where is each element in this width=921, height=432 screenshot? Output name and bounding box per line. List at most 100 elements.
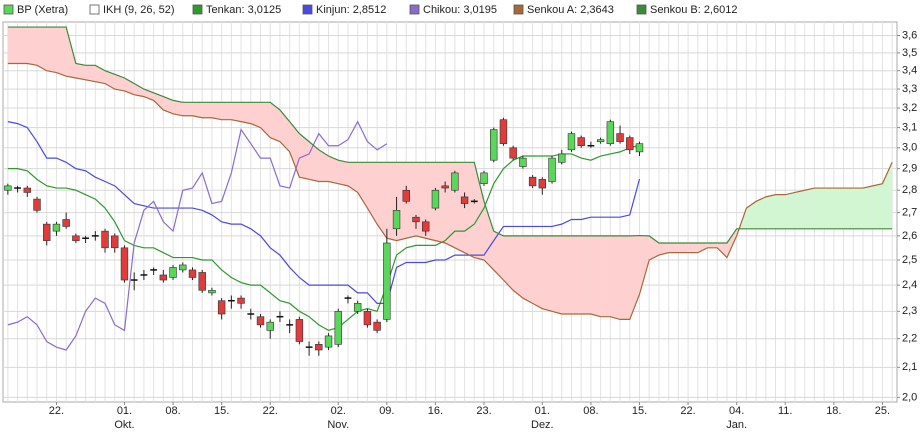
indicator-line bbox=[7, 26, 893, 244]
candle-body bbox=[383, 242, 391, 320]
candle-body bbox=[62, 219, 70, 227]
indicator-line bbox=[7, 144, 640, 332]
cloud-fill bbox=[328, 156, 339, 184]
cloud-fill bbox=[658, 243, 669, 256]
candle-body bbox=[120, 247, 129, 281]
cloud-fill bbox=[309, 141, 319, 182]
candle-body bbox=[509, 147, 517, 159]
candle-body bbox=[169, 267, 177, 278]
cloud-fill bbox=[289, 121, 300, 178]
cloud-fill bbox=[581, 235, 591, 315]
y-tick-label: 2,8 bbox=[902, 184, 917, 196]
cloud-fill bbox=[134, 83, 144, 97]
x-tick-label: 16. bbox=[428, 405, 443, 417]
y-tick-label: 3,6 bbox=[902, 29, 917, 41]
cloud-fill bbox=[56, 27, 67, 77]
legend-label: Kinjun: 2,8512 bbox=[316, 4, 386, 16]
cloud-fill bbox=[872, 183, 883, 229]
cloud-fill bbox=[600, 235, 611, 317]
candle-body bbox=[198, 272, 206, 291]
cloud-fill bbox=[639, 235, 650, 295]
legend-label: Tenkan: 3,0125 bbox=[206, 4, 281, 16]
legend-swatch bbox=[3, 4, 14, 15]
cloud-fill bbox=[192, 102, 203, 118]
x-tick-label: 01. bbox=[117, 405, 132, 417]
cloud-fill bbox=[464, 162, 475, 258]
cloud-fill bbox=[775, 194, 786, 229]
cloud-fill bbox=[804, 188, 815, 229]
y-tick-label: 2,3 bbox=[902, 305, 917, 317]
candle-body bbox=[72, 235, 80, 241]
cloud-fill bbox=[474, 162, 485, 261]
cloud-fill bbox=[668, 243, 679, 253]
cloud-fill bbox=[318, 149, 329, 182]
cloud-fill bbox=[377, 162, 387, 239]
cloud-fill bbox=[561, 235, 572, 315]
cloud-fill bbox=[27, 27, 38, 66]
cloud-fill bbox=[765, 194, 776, 229]
y-tick-label: 2,0 bbox=[902, 391, 917, 403]
candle-body bbox=[567, 133, 576, 151]
x-tick-label: 25. bbox=[875, 405, 890, 417]
cloud-fill bbox=[241, 102, 251, 124]
cloud-fill bbox=[746, 201, 757, 229]
candle-body bbox=[626, 137, 634, 151]
candle-body bbox=[23, 187, 31, 193]
y-tick-label: 3,3 bbox=[902, 83, 917, 95]
cloud-fill bbox=[435, 162, 446, 244]
cloud-fill bbox=[270, 102, 280, 142]
candle-body bbox=[548, 157, 556, 182]
cloud-fill bbox=[260, 102, 271, 138]
cloud-fill bbox=[688, 243, 698, 253]
candle-body bbox=[159, 274, 168, 281]
x-tick-label: 09. bbox=[379, 405, 394, 417]
cloud-fill bbox=[250, 102, 261, 128]
x-tick-label: 04. bbox=[729, 405, 744, 417]
cloud-fill bbox=[85, 65, 96, 82]
cloud-fill bbox=[571, 235, 582, 315]
legend-label: IKH (9, 26, 52) bbox=[103, 4, 175, 16]
candle-body bbox=[111, 235, 119, 249]
x-tick-label: 08. bbox=[165, 405, 180, 417]
cloud-fill bbox=[338, 160, 348, 186]
candle-body bbox=[528, 176, 537, 187]
cloud-fill bbox=[114, 74, 125, 91]
y-tick-label: 2,9 bbox=[902, 163, 917, 175]
x-tick-label: 18. bbox=[826, 405, 841, 417]
x-tick-label: 08. bbox=[583, 405, 598, 417]
cloud-fill bbox=[794, 190, 805, 229]
cloud-fill bbox=[824, 188, 834, 229]
y-tick-label: 3,4 bbox=[902, 65, 917, 77]
candle-body bbox=[538, 179, 547, 189]
cloud-fill bbox=[231, 102, 242, 122]
cloud-fill bbox=[853, 188, 863, 229]
candle-body bbox=[266, 321, 274, 331]
candle-body bbox=[334, 311, 342, 345]
candle-body bbox=[480, 172, 488, 184]
cloud-fill bbox=[279, 109, 290, 152]
x-tick-label: 23. bbox=[476, 405, 491, 417]
candle-body bbox=[324, 335, 333, 348]
candle-body bbox=[499, 119, 508, 144]
x-tick-label: 15. bbox=[214, 405, 229, 417]
cloud-fill bbox=[552, 235, 562, 315]
y-tick-label: 3,5 bbox=[902, 47, 917, 59]
candle-body bbox=[616, 133, 624, 142]
candle-body bbox=[363, 311, 372, 326]
y-tick-label: 2,5 bbox=[902, 254, 917, 266]
candle-body bbox=[635, 143, 644, 153]
cloud-fill bbox=[503, 235, 514, 291]
candle-body bbox=[490, 129, 498, 161]
x-month-label: Jan. bbox=[726, 419, 747, 431]
candle-body bbox=[596, 139, 605, 142]
y-tick-label: 3,0 bbox=[902, 142, 917, 154]
cloud-fill bbox=[814, 188, 825, 229]
cloud-fill bbox=[843, 188, 854, 229]
cloud-fill bbox=[522, 235, 533, 304]
candle-body bbox=[441, 185, 449, 189]
cloud-fill bbox=[726, 228, 737, 258]
candle-body bbox=[43, 223, 51, 241]
legend-swatch bbox=[302, 4, 313, 15]
candle-body bbox=[295, 319, 304, 342]
